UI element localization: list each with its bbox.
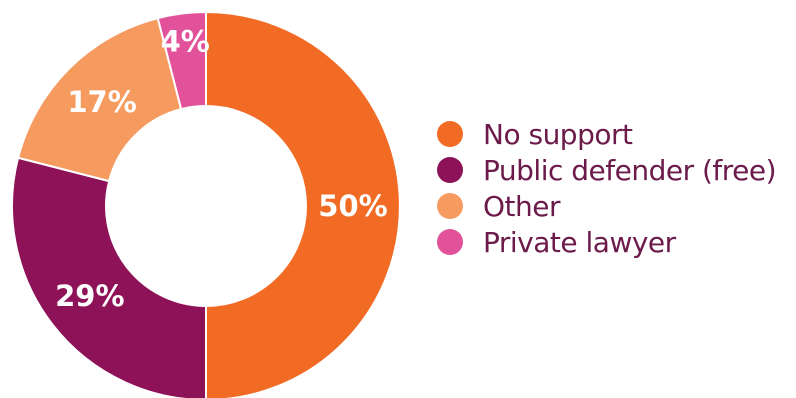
chart-legend: No support Public defender (free) Other … — [437, 116, 777, 260]
legend-swatch-no-support — [437, 121, 463, 147]
legend-label-no-support: No support — [483, 117, 633, 151]
legend-item-other: Other — [437, 188, 776, 224]
slice-public-defender — [11, 156, 207, 398]
slice-private-lawyer — [156, 10, 207, 111]
legend-item-public-defender: Public defender (free) — [437, 152, 777, 188]
legend-label-public-defender: Public defender (free) — [483, 153, 777, 187]
legend-item-private-lawyer: Private lawyer — [437, 224, 776, 260]
legend-swatch-private-lawyer — [437, 229, 463, 255]
slice-other — [16, 16, 183, 183]
legend-swatch-public-defender — [437, 157, 463, 183]
legend-label-other: Other — [483, 189, 561, 223]
data-label-no-support: 50% — [318, 189, 387, 223]
legend-label-private-lawyer: Private lawyer — [483, 225, 676, 259]
data-label-other: 17% — [67, 85, 136, 119]
legend-swatch-other — [437, 193, 463, 219]
legend-item-no-support: No support — [437, 116, 776, 152]
donut-chart: 50% 29% 17% 4% — [11, 10, 401, 398]
slice-no-support — [205, 10, 401, 398]
data-label-private-lawyer: 4% — [161, 24, 210, 58]
data-label-public-defender: 29% — [55, 279, 124, 313]
